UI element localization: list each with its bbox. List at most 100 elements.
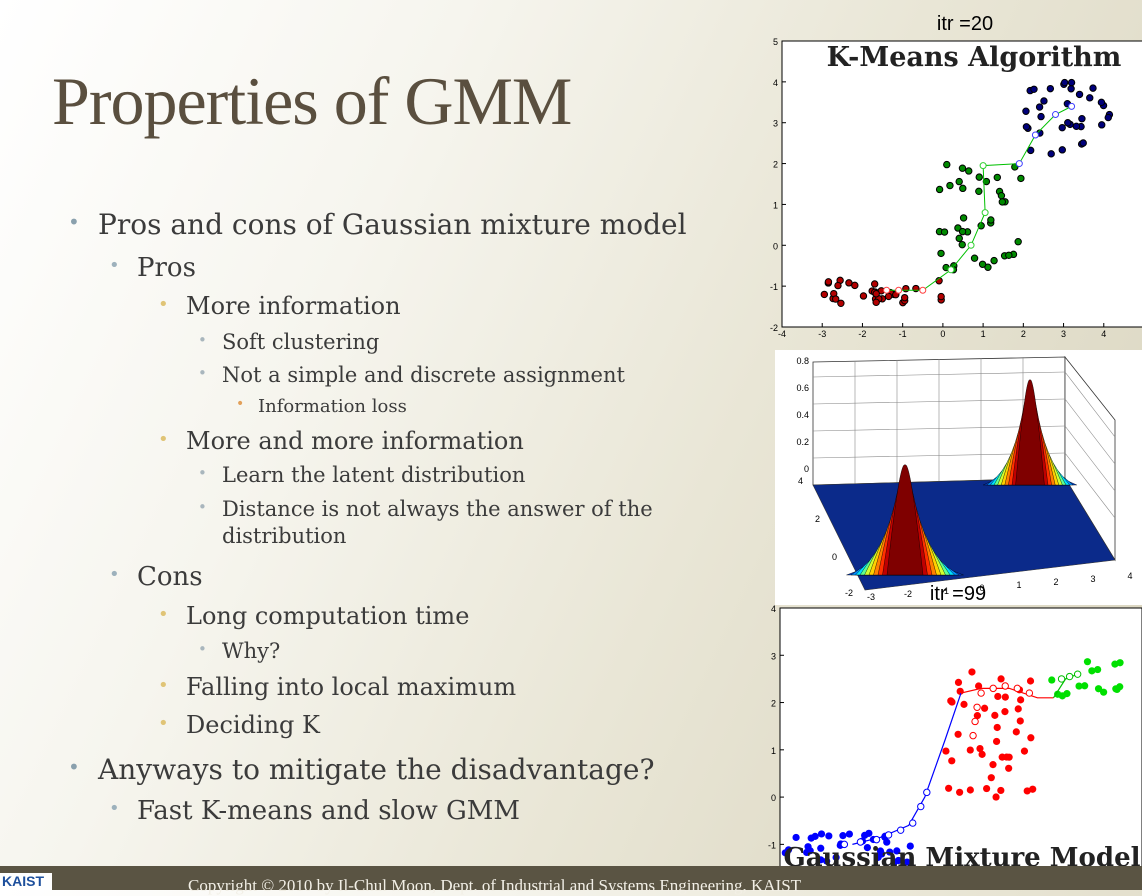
gmm-y-tick-label: 1	[771, 746, 776, 756]
gmm-data-point	[874, 853, 882, 861]
surface-y-tick-label: 2	[815, 514, 820, 524]
kmeans-data-point	[870, 280, 879, 288]
kmeans-data-point	[982, 177, 991, 186]
gmm-data-point	[863, 843, 871, 852]
gmm-data-point	[992, 793, 1000, 801]
gmm-data-point	[1029, 785, 1037, 793]
gmm-data-point	[806, 847, 814, 855]
bullet-text: More and more information	[186, 427, 524, 455]
gmm-data-point	[978, 750, 986, 758]
surface-x-tick-label: 1	[1016, 580, 1021, 590]
gmm-data-point	[906, 842, 914, 850]
kmeans-centroid	[895, 286, 903, 294]
kmeans-centroid	[967, 241, 975, 249]
bullet-level-1: • Anyways to mitigate the disadvantage?	[68, 753, 655, 786]
gmm-data-point	[968, 668, 976, 676]
gmm-data-point	[976, 744, 984, 753]
kmeans-data-point	[1104, 113, 1112, 122]
gmm-data-point	[973, 712, 981, 720]
bullet-dot-icon: •	[198, 331, 207, 349]
kmeans-y-tick-label: 2	[773, 160, 778, 170]
gmm-y-tick-label: 0	[771, 793, 776, 803]
bullet-dot-icon: •	[198, 364, 207, 382]
kmeans-y-tick-label: 1	[773, 200, 778, 210]
gmm-mean-marker	[1073, 670, 1082, 678]
gmm-mean-marker	[917, 802, 925, 811]
gmm-data-point	[832, 853, 840, 861]
bullet-text: Soft clustering	[222, 330, 380, 354]
surface-y-tick-label: 4	[798, 476, 803, 486]
surface-z-tick-label: 0.8	[796, 356, 809, 366]
kmeans-centroid	[1052, 111, 1060, 119]
kmeans-x-tick-label: 2	[1021, 329, 1026, 339]
kmeans-data-point	[958, 164, 967, 172]
footer-bar	[0, 866, 1142, 890]
gmm-data-point	[989, 761, 997, 769]
gmm-mean-marker	[856, 838, 865, 846]
bullet-text: Learn the latent distribution	[222, 463, 526, 487]
bullet-level-4: • Distance is not always the answer of th…	[198, 497, 653, 521]
gmm-data-point	[983, 784, 991, 793]
surface-x-tick-label: -3	[867, 592, 875, 602]
kmeans-x-ticks: -4 -3 -2 -1 0 1 2 3 4	[778, 323, 1106, 339]
bullet-level-3: • Falling into local maximum	[158, 673, 516, 701]
gmm-plot-area	[779, 607, 1142, 868]
kmeans-data-point	[1017, 174, 1025, 183]
bullet-dot-icon: •	[68, 755, 80, 779]
gmm-data-point	[792, 833, 800, 842]
bullet-text: distribution	[222, 524, 347, 548]
kmeans-data-point	[959, 214, 968, 222]
surface-y-tick-label: -2	[845, 588, 853, 598]
kmeans-data-point	[1046, 84, 1055, 93]
kmeans-scatter-chart: itr =20 -2 -1 0 1 2 3 4 5 -4 -3 -2 -1 0 1 2 3 4 K-Means…	[770, 13, 1142, 339]
gmm-data-point	[993, 723, 1001, 732]
gmm-y-tick-label: 4	[771, 604, 776, 614]
kmeans-centroid	[1068, 102, 1076, 110]
gmm-data-point	[1081, 682, 1089, 690]
kmeans-data-point	[958, 227, 967, 236]
gmm-data-point	[987, 774, 995, 782]
kmeans-data-point	[1035, 103, 1044, 111]
kmeans-data-point	[1022, 107, 1030, 115]
gmm-data-point	[903, 858, 911, 866]
kmeans-y-tick-label: -1	[770, 282, 778, 292]
kmeans-data-point	[872, 298, 880, 307]
bullet-text: Cons	[137, 562, 203, 592]
bullet-text: Pros and cons of Gaussian mixture model	[98, 208, 687, 241]
surface-x-ticks: -3 -2 -1 0 1 2 3 4	[867, 571, 1133, 602]
gmm-mean-marker	[923, 788, 931, 797]
bullet-level-1: • Pros and cons of Gaussian mixture model	[68, 208, 687, 241]
kmeans-data-point	[1067, 78, 1076, 87]
gmm-data-point	[966, 746, 974, 754]
surface-x-tick-label: -2	[904, 589, 912, 599]
gmm-data-point	[811, 832, 819, 840]
gmm-data-point	[1116, 659, 1124, 667]
gmm-data-point	[817, 830, 826, 838]
kmeans-data-point	[884, 292, 893, 301]
kmeans-data-point	[978, 260, 987, 268]
kmeans-data-point	[975, 173, 983, 181]
surface-y-ticks: 4 2 0 -2	[798, 476, 853, 598]
kmeans-data-point	[1014, 238, 1022, 246]
gmm-mean-path	[1053, 673, 1078, 699]
kmeans-y-tick-label: -2	[770, 323, 778, 333]
gmm-y-tick-label: -1	[768, 840, 776, 850]
kmeans-data-point	[993, 173, 1001, 182]
kmeans-y-tick-label: 3	[773, 119, 778, 129]
kmeans-data-point	[900, 293, 909, 302]
gmm-y-tick-label: 2	[771, 699, 776, 709]
surface-z-tick-label: 0.2	[796, 437, 809, 447]
bullet-text: Fast K-means and slow GMM	[137, 796, 521, 826]
kmeans-data-point	[959, 184, 967, 193]
bullet-level-3: • More and more information	[158, 427, 524, 455]
gmm-data-point	[1005, 764, 1013, 772]
kmeans-y-tick-label: 4	[773, 78, 778, 88]
bullet-dot-icon: •	[109, 255, 120, 276]
kmeans-x-tick-label: -1	[899, 329, 907, 339]
gmm-data-point	[980, 704, 989, 712]
kmeans-x-tick-label: 3	[1061, 329, 1066, 339]
gmm-data-point	[894, 856, 903, 865]
bullet-text: Pros	[137, 253, 196, 283]
gmm-mean-marker	[977, 689, 985, 697]
kmeans-data-point	[1026, 146, 1035, 155]
